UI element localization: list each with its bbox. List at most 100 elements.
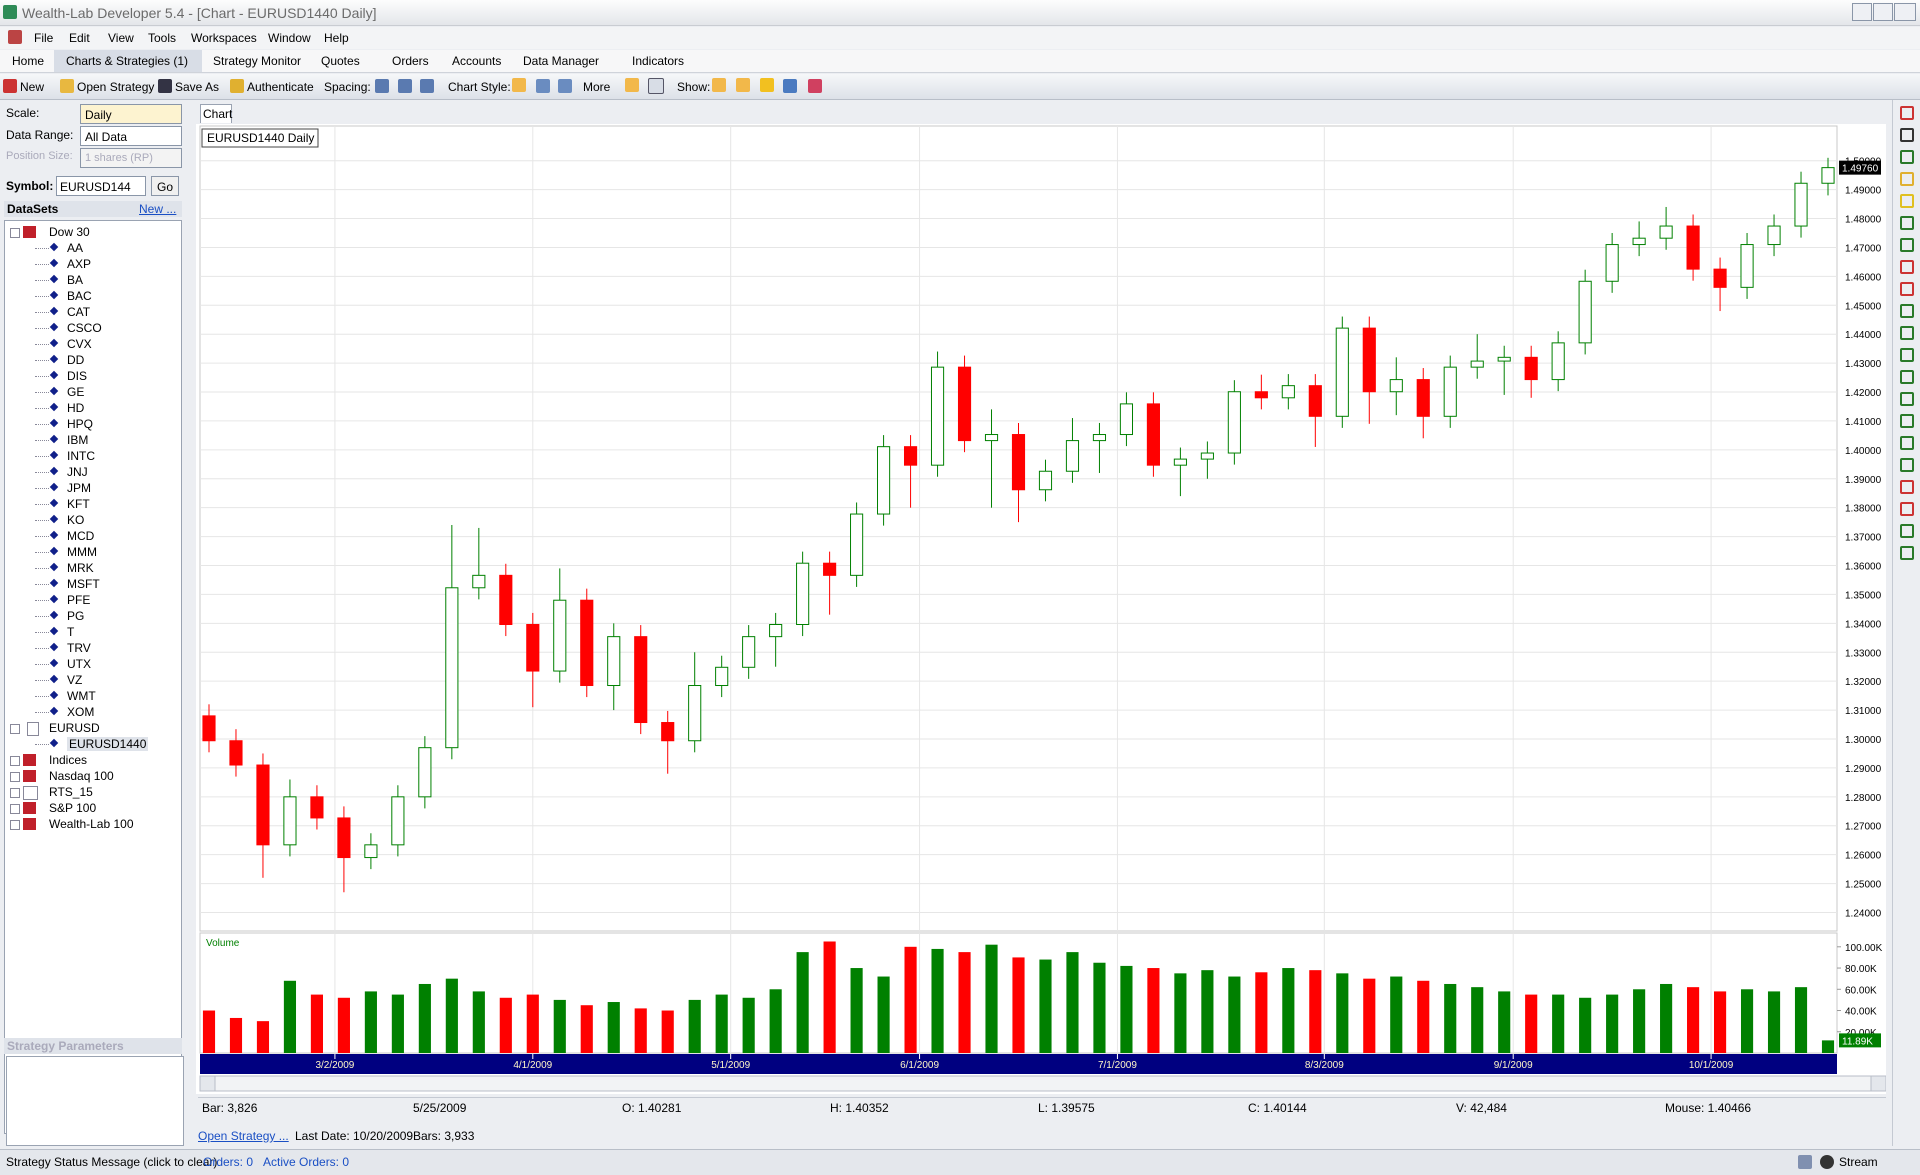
tree-item[interactable]: EURUSD1440 — [67, 737, 149, 751]
data-range-dropdown[interactable]: All Data — [80, 126, 182, 146]
tree-item[interactable]: WMT — [67, 689, 96, 703]
style-icon[interactable] — [512, 78, 526, 92]
style-icon[interactable] — [558, 79, 572, 93]
tree-item[interactable]: AA — [67, 241, 84, 255]
tree-item[interactable]: PFE — [67, 593, 91, 607]
tree-item[interactable]: GE — [67, 385, 85, 399]
drawing-tool[interactable] — [1900, 348, 1914, 362]
orders[interactable]: Orders: 0 — [203, 1155, 254, 1169]
tree-item[interactable]: MRK — [67, 561, 94, 575]
tree-item[interactable]: DIS — [67, 369, 88, 383]
ribbon-tab[interactable]: Quotes — [321, 54, 360, 68]
tree-item[interactable]: AXP — [67, 257, 92, 271]
toolbar-spacing[interactable]: Spacing: — [324, 80, 371, 94]
menu-item[interactable]: Help — [324, 31, 349, 45]
menu-item[interactable]: Tools — [148, 31, 177, 45]
tree-item[interactable]: VZ — [67, 673, 83, 687]
tree-expander[interactable] — [10, 724, 20, 734]
drawing-tool[interactable] — [1900, 436, 1914, 450]
tree-group[interactable]: Indices — [49, 753, 88, 767]
toolbar-open-strategy[interactable]: Open Strategy — [77, 80, 155, 94]
tree-item[interactable]: PG — [67, 609, 85, 623]
show-icon[interactable] — [736, 78, 750, 92]
drawing-tool[interactable] — [1900, 502, 1914, 516]
tree-item[interactable]: TRV — [67, 641, 91, 655]
show-icon[interactable] — [712, 78, 726, 92]
toolbar-new[interactable]: New — [20, 80, 45, 94]
ribbon-tab[interactable]: Strategy Monitor — [213, 54, 302, 68]
toolbar-chart-style[interactable]: Chart Style: — [448, 80, 511, 94]
close-button[interactable] — [1894, 3, 1916, 21]
scale-dropdown[interactable]: Daily — [80, 104, 182, 124]
drawing-tool[interactable] — [1900, 150, 1914, 164]
spacing-icon[interactable] — [375, 79, 389, 93]
ribbon-tab[interactable]: Orders — [392, 54, 429, 68]
spacing-icon[interactable] — [420, 79, 434, 93]
tree-expander[interactable] — [10, 820, 20, 830]
drawing-tool[interactable] — [1900, 282, 1914, 296]
tree-item[interactable]: HPQ — [67, 417, 94, 431]
drawing-tool[interactable] — [1900, 414, 1914, 428]
tree-item[interactable]: INTC — [67, 449, 95, 463]
menu-item[interactable]: Window — [268, 31, 311, 45]
drawing-tool[interactable] — [1900, 260, 1914, 274]
tree-item[interactable]: CVX — [67, 337, 92, 351]
tree-item[interactable]: BA — [67, 273, 84, 287]
toolbar-authenticate[interactable]: Authenticate — [247, 80, 314, 94]
minimize-button[interactable] — [1852, 3, 1872, 21]
go-button[interactable]: Go — [151, 176, 179, 196]
drawing-tool[interactable] — [1900, 128, 1914, 142]
ribbon-tab[interactable]: Charts & Strategies (1) — [66, 54, 189, 68]
tree-group[interactable]: Wealth-Lab 100 — [49, 817, 134, 831]
tree-item[interactable]: JNJ — [67, 465, 88, 479]
tree-item[interactable]: CAT — [67, 305, 91, 319]
drawing-tool[interactable] — [1900, 524, 1914, 538]
tree-item[interactable]: IBM — [67, 433, 89, 447]
active-orders[interactable]: Active Orders: 0 — [263, 1155, 350, 1169]
tree-item[interactable]: MSFT — [67, 577, 100, 591]
show-icon[interactable] — [783, 79, 797, 93]
tree-item[interactable]: JPM — [67, 481, 91, 495]
drawing-tool[interactable] — [1900, 106, 1914, 120]
new-dataset-link[interactable]: New ... — [139, 202, 177, 216]
show-icon[interactable] — [625, 78, 639, 92]
tree-item[interactable]: T — [67, 625, 75, 639]
drawing-tool[interactable] — [1900, 194, 1914, 208]
tree-expander[interactable] — [10, 772, 20, 782]
menu-item[interactable]: Workspaces — [191, 31, 257, 45]
drawing-tool[interactable] — [1900, 458, 1914, 472]
tree-group[interactable]: Nasdaq 100 — [49, 769, 114, 783]
menu-item[interactable]: File — [34, 31, 54, 45]
tree-item[interactable]: KO — [67, 513, 85, 527]
drawing-tool[interactable] — [1900, 304, 1914, 318]
tree-group[interactable]: EURUSD — [49, 721, 100, 735]
drawing-tool[interactable] — [1900, 392, 1914, 406]
tree-item[interactable]: XOM — [67, 705, 95, 719]
status-message[interactable]: Strategy Status Message (click to clear) — [6, 1155, 218, 1169]
ribbon-tab[interactable]: Indicators — [632, 54, 685, 68]
tree-item[interactable]: KFT — [67, 497, 90, 511]
drawing-tool[interactable] — [1900, 546, 1914, 560]
position-size-dropdown[interactable]: 1 shares (RP) — [80, 148, 182, 168]
symbol-input[interactable]: EURUSD144 — [56, 176, 146, 196]
tree-item[interactable]: HD — [67, 401, 85, 415]
show-icon[interactable] — [808, 79, 822, 93]
tree-item[interactable]: MCD — [67, 529, 95, 543]
open-strategy-link[interactable]: Open Strategy ... — [198, 1129, 289, 1143]
tree-group[interactable]: Dow 30 — [49, 225, 90, 239]
drawing-tool[interactable] — [1900, 326, 1914, 340]
show-icon[interactable] — [648, 78, 664, 94]
drawing-tool[interactable] — [1900, 238, 1914, 252]
stream[interactable]: Stream — [1839, 1155, 1878, 1169]
show-icon[interactable] — [760, 78, 774, 92]
tree-item[interactable]: DD — [67, 353, 85, 367]
toolbar-save-as[interactable]: Save As — [175, 80, 220, 94]
toolbar-show[interactable]: Show: — [677, 80, 711, 94]
maximize-button[interactable] — [1873, 3, 1893, 21]
drawing-tool[interactable] — [1900, 172, 1914, 186]
drawing-tool[interactable] — [1900, 216, 1914, 230]
ribbon-tab[interactable]: Data Manager — [523, 54, 600, 68]
ribbon-tab[interactable]: Home — [12, 54, 45, 68]
tree-expander[interactable] — [10, 756, 20, 766]
tree-group[interactable]: S&P 100 — [49, 801, 97, 815]
